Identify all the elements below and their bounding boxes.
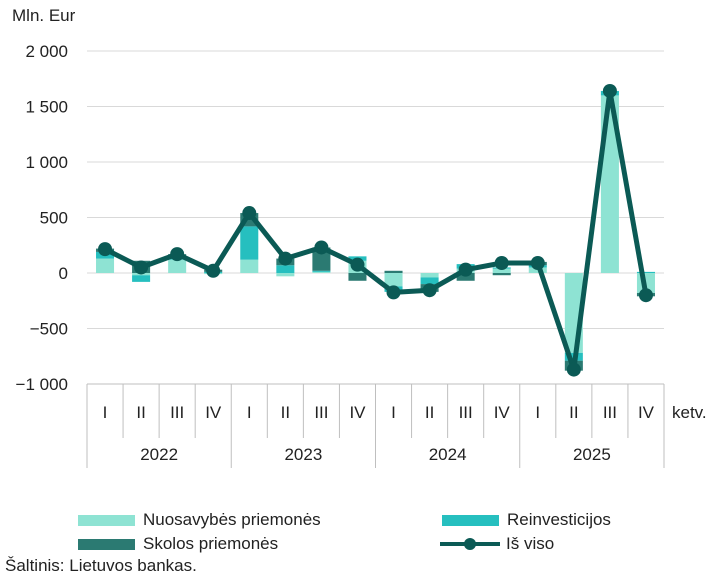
total-point (278, 251, 293, 266)
bar-equity (420, 273, 439, 278)
total-point (638, 288, 653, 303)
bar-reinvestment (420, 277, 439, 285)
legend-item-reinvestment: Reinvesticijos (442, 510, 611, 530)
bar-reinvestment (240, 226, 259, 260)
x-tick-label-quarter: III (603, 403, 617, 422)
x-tick-label-quarter: I (103, 403, 108, 422)
x-tick-label-quarter: I (391, 403, 396, 422)
bar-debt (384, 270, 403, 273)
x-tick-label-quarter: III (459, 403, 473, 422)
total-point (206, 263, 221, 278)
total-point (602, 83, 617, 98)
legend-swatch-total (440, 537, 500, 551)
x-tick-label-quarter: II (425, 403, 434, 422)
y-tick-label: 2 000 (25, 42, 68, 61)
total-point (134, 260, 149, 275)
x-tick-label-year: 2025 (573, 445, 611, 464)
total-point (314, 240, 329, 255)
bar-reinvestment (276, 265, 295, 273)
x-tick-label-quarter: III (314, 403, 328, 422)
bar-equity (96, 258, 115, 273)
x-tick-label-year: 2022 (140, 445, 178, 464)
total-line-path (103, 88, 649, 373)
legend-swatch-reinvestment (442, 514, 499, 526)
y-tick-label: 1 000 (25, 153, 68, 172)
x-tick-label-quarter: II (569, 403, 578, 422)
y-tick-label: 0 (59, 264, 68, 283)
total-point (494, 256, 509, 271)
x-tick-label-quarter: II (136, 403, 145, 422)
y-tick-label: 1 500 (25, 98, 68, 117)
total-point (386, 285, 401, 300)
bar-reinvestment (636, 271, 655, 273)
total-point (98, 242, 113, 257)
bar-equity (312, 271, 331, 273)
y-tick-label: −1 000 (16, 375, 68, 394)
total-point (350, 257, 365, 272)
x-tick-label-quarter: II (281, 403, 290, 422)
y-unit-label: Mln. Eur (12, 6, 76, 25)
x-tick-label-quarter: IV (205, 403, 222, 422)
bar-equity (276, 273, 295, 277)
y-tick-label: −500 (30, 320, 68, 339)
x-tick-label-year: 2023 (284, 445, 322, 464)
total-line (98, 83, 653, 377)
legend-swatch-debt (78, 538, 135, 550)
x-tick-label-quarter: III (170, 403, 184, 422)
legend-label-reinvestment: Reinvesticijos (507, 510, 611, 529)
y-tick-label: 500 (40, 209, 68, 228)
total-point (530, 256, 545, 271)
legend-label-debt: Skolos priemonės (143, 534, 279, 553)
bar-equity (384, 273, 403, 287)
bar-debt (492, 273, 511, 276)
legend-item-equity: Nuosavybės priemonės (78, 510, 321, 530)
legend-item-total: Iš viso (440, 534, 554, 554)
legend-label-total: Iš viso (506, 534, 555, 553)
total-point (422, 283, 437, 298)
bar-equity (492, 268, 511, 273)
bar-debt (456, 273, 475, 281)
bar-equity (168, 259, 187, 273)
total-point (242, 206, 257, 221)
x-tick-label-quarter: IV (349, 403, 366, 422)
bar-reinvestment (132, 275, 151, 282)
x-axis-suffix: ketv. (672, 403, 707, 422)
x-tick-label-quarter: IV (638, 403, 655, 422)
total-point (566, 362, 581, 377)
bar-reinvestment (312, 270, 331, 272)
legend-swatch-equity (78, 514, 135, 526)
legend-label-equity: Nuosavybės priemonės (143, 510, 321, 529)
bar-equity (240, 259, 259, 273)
bar-debt (348, 273, 367, 281)
source-note: Šaltinis: Lietuvos bankas. (5, 556, 197, 575)
x-tick-label-year: 2024 (429, 445, 467, 464)
bar-debt (312, 247, 331, 271)
total-point (170, 247, 185, 262)
x-tick-label-quarter: IV (494, 403, 511, 422)
total-point (458, 262, 473, 277)
x-tick-label-quarter: I (247, 403, 252, 422)
legend-item-debt: Skolos priemonės (78, 534, 278, 554)
x-tick-label-quarter: I (535, 403, 540, 422)
